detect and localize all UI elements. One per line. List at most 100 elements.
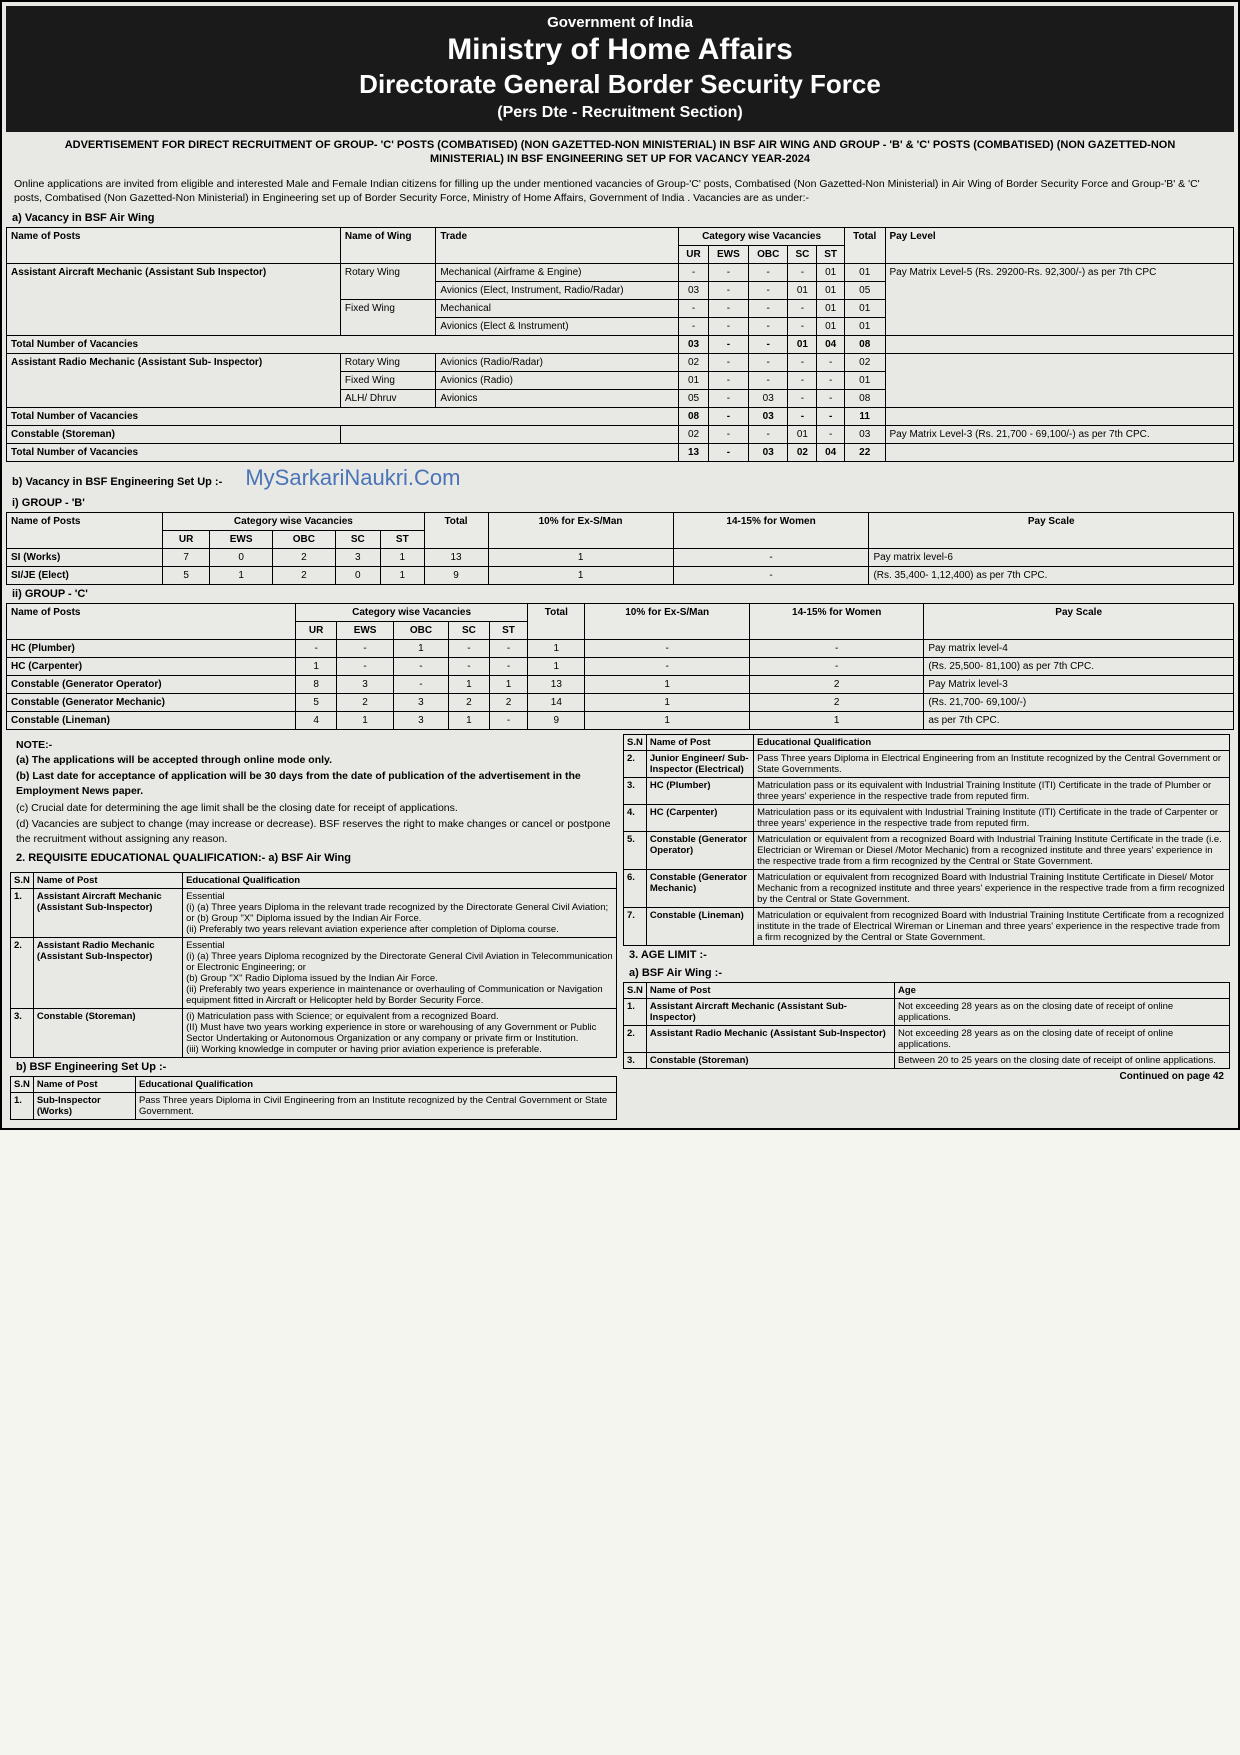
post-cell: Assistant Radio Mechanic (Assistant Sub-… bbox=[33, 938, 182, 1009]
right-column: S.N Name of Post Educational Qualificati… bbox=[623, 734, 1230, 1120]
cell: 1 bbox=[750, 711, 924, 729]
cell: 03 bbox=[679, 335, 709, 353]
cell: 1 bbox=[488, 548, 673, 566]
air-wing-table: Name of Posts Name of Wing Trade Categor… bbox=[6, 227, 1234, 462]
cell: - bbox=[679, 317, 709, 335]
cell: - bbox=[748, 281, 787, 299]
col-ur: UR bbox=[679, 245, 709, 263]
qual-eng-right-table: S.N Name of Post Educational Qualificati… bbox=[623, 734, 1230, 946]
total-row: Total Number of Vacancies 08 - 03 - - 11 bbox=[7, 407, 1234, 425]
age-table: S.N Name of Post Age 1. Assistant Aircra… bbox=[623, 982, 1230, 1069]
sn-cell: 3. bbox=[11, 1009, 34, 1058]
post-cell: Constable (Lineman) bbox=[7, 711, 296, 729]
cell: - bbox=[708, 299, 748, 317]
pay-cell: Pay matrix level-4 bbox=[924, 639, 1234, 657]
table-row: 3. Constable (Storeman) (i) Matriculatio… bbox=[11, 1009, 617, 1058]
cell: - bbox=[817, 371, 845, 389]
empty-cell bbox=[885, 407, 1233, 425]
qual-cell: (i) Matriculation pass with Science; or … bbox=[183, 1009, 617, 1058]
cell: - bbox=[295, 639, 337, 657]
cell: 0 bbox=[210, 548, 273, 566]
trade-cell: Avionics (Radio/Radar) bbox=[436, 353, 679, 371]
empty-cell bbox=[885, 335, 1233, 353]
cell: 03 bbox=[748, 443, 787, 461]
section-a-label: a) Vacancy in BSF Air Wing bbox=[6, 209, 1234, 227]
pay-cell: Pay Matrix Level-3 (Rs. 21,700 - 69,100/… bbox=[885, 425, 1233, 443]
group-b-table: Name of Posts Category wise Vacancies To… bbox=[6, 512, 1234, 585]
col-total: Total bbox=[844, 227, 885, 263]
col-category: Category wise Vacancies bbox=[295, 603, 528, 621]
cell: 02 bbox=[679, 353, 709, 371]
total-row: Total Number of Vacancies 03 - - 01 04 0… bbox=[7, 335, 1234, 353]
cell: 11 bbox=[844, 407, 885, 425]
col-obc: OBC bbox=[748, 245, 787, 263]
col-st: ST bbox=[381, 530, 424, 548]
cell: 2 bbox=[489, 693, 528, 711]
cell: 01 bbox=[817, 281, 845, 299]
cell: 9 bbox=[528, 711, 585, 729]
note-b: (b) Last date for acceptance of applicat… bbox=[16, 769, 611, 798]
cell: 1 bbox=[488, 566, 673, 584]
col-post: Name of Posts bbox=[7, 227, 341, 263]
qual-eng-left-table: S.N Name of Post Educational Qualificati… bbox=[10, 1076, 617, 1120]
watermark-text: MySarkariNaukri.Com bbox=[225, 465, 460, 490]
table-row: 1. Assistant Aircraft Mechanic (Assistan… bbox=[11, 889, 617, 938]
cell: 3 bbox=[393, 711, 448, 729]
page-container: Government of India Ministry of Home Aff… bbox=[0, 0, 1240, 1130]
post-cell: Assistant Aircraft Mechanic (Assistant S… bbox=[33, 889, 182, 938]
post-cell: SI/JE (Elect) bbox=[7, 566, 163, 584]
sn-cell: 6. bbox=[624, 869, 647, 907]
col-wing: Name of Wing bbox=[340, 227, 435, 263]
cell: - bbox=[449, 639, 490, 657]
cell: 01 bbox=[679, 371, 709, 389]
cell: 1 bbox=[449, 675, 490, 693]
cell: 01 bbox=[844, 371, 885, 389]
cell: - bbox=[750, 657, 924, 675]
col-ews: EWS bbox=[337, 621, 393, 639]
qual-air-table: S.N Name of Post Educational Qualificati… bbox=[10, 872, 617, 1058]
wing-rotary: Rotary Wing bbox=[340, 353, 435, 371]
intro-text: Online applications are invited from eli… bbox=[6, 173, 1234, 209]
cell: 1 bbox=[528, 657, 585, 675]
note-d: (d) Vacancies are subject to change (may… bbox=[16, 817, 611, 846]
cell: 04 bbox=[817, 443, 845, 461]
empty-cell bbox=[885, 443, 1233, 461]
qual-cell: Essential (i) (a) Three years Diploma in… bbox=[183, 889, 617, 938]
post-cell: Constable (Generator Mechanic) bbox=[7, 693, 296, 711]
trade-cell: Avionics (Elect & Instrument) bbox=[436, 317, 679, 335]
post-cell: HC (Plumber) bbox=[7, 639, 296, 657]
pay-cell: (Rs. 35,400- 1,12,400) as per 7th CPC. bbox=[869, 566, 1234, 584]
pay-cell: (Rs. 25,500- 81,100) as per 7th CPC. bbox=[924, 657, 1234, 675]
cell: - bbox=[708, 281, 748, 299]
cell: 1 bbox=[381, 548, 424, 566]
cell: 1 bbox=[489, 675, 528, 693]
section-b-text: b) Vacancy in BSF Engineering Set Up :- bbox=[12, 476, 222, 488]
continued-text: Continued on page 42 bbox=[623, 1069, 1230, 1084]
table-row: Assistant Aircraft Mechanic (Assistant S… bbox=[7, 263, 1234, 281]
total-row: Total Number of Vacancies 13 - 03 02 04 … bbox=[7, 443, 1234, 461]
cell: 0 bbox=[335, 566, 381, 584]
post-storeman: Constable (Storeman) bbox=[7, 425, 341, 443]
cell: 08 bbox=[844, 335, 885, 353]
cell: - bbox=[708, 425, 748, 443]
cell: - bbox=[708, 263, 748, 281]
col-st: ST bbox=[817, 245, 845, 263]
table-header-row: S.N Name of Post Age bbox=[624, 982, 1230, 998]
qual-cell: Matriculation or equivalent from recogni… bbox=[754, 869, 1230, 907]
cell: - bbox=[393, 675, 448, 693]
cell: 1 bbox=[585, 711, 750, 729]
cell: - bbox=[708, 371, 748, 389]
post-cell: Junior Engineer/ Sub- Inspector (Electri… bbox=[646, 750, 753, 777]
sn-cell: 3. bbox=[624, 1052, 647, 1068]
post-cell: HC (Plumber) bbox=[646, 777, 753, 804]
cell: - bbox=[679, 263, 709, 281]
post-cell: Assistant Aircraft Mechanic (Assistant S… bbox=[646, 998, 894, 1025]
col-women: 14-15% for Women bbox=[673, 512, 869, 548]
cell: 3 bbox=[337, 675, 393, 693]
cell: - bbox=[748, 317, 787, 335]
qual-eng-label: b) BSF Engineering Set Up :- bbox=[10, 1058, 617, 1076]
cell: - bbox=[748, 353, 787, 371]
cell: - bbox=[817, 425, 845, 443]
cell: - bbox=[708, 389, 748, 407]
col-category: Category wise Vacancies bbox=[163, 512, 424, 530]
